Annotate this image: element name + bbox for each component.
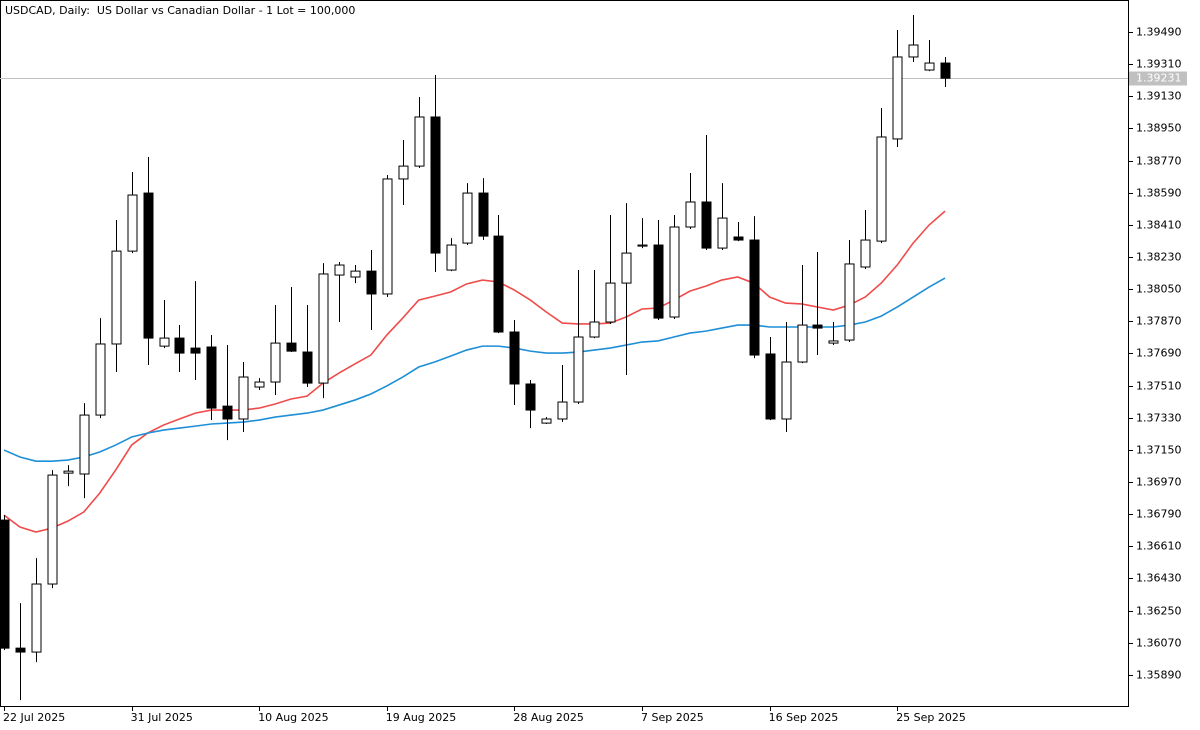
y-tick-label: 1.36070 xyxy=(1136,637,1182,650)
moving-average xyxy=(3,210,946,533)
candle-body xyxy=(509,331,520,385)
candle-body xyxy=(254,381,265,388)
candle-body xyxy=(828,340,839,344)
candle-body xyxy=(95,343,106,416)
y-tick-label: 1.35890 xyxy=(1136,669,1182,682)
candle-body xyxy=(462,192,473,244)
candle-body xyxy=(159,337,170,347)
candle-body xyxy=(844,263,855,341)
candle-body xyxy=(940,62,951,79)
candle-body xyxy=(63,470,74,474)
candle-body xyxy=(31,583,42,653)
candle-body xyxy=(621,252,632,284)
y-tick-label: 1.38410 xyxy=(1136,219,1182,232)
candle-body xyxy=(781,361,792,420)
x-tick-label: 19 Aug 2025 xyxy=(386,711,456,724)
candle-body xyxy=(430,116,441,254)
candle-body xyxy=(446,244,457,271)
candle-body xyxy=(525,383,536,411)
x-tick-label: 31 Jul 2025 xyxy=(131,711,193,724)
candle-body xyxy=(797,324,808,363)
candle-body xyxy=(398,165,409,180)
candle-body xyxy=(749,239,760,356)
candle-body xyxy=(15,647,26,653)
y-tick-label: 1.39130 xyxy=(1136,90,1182,103)
candle-body xyxy=(541,418,552,424)
y-tick-label: 1.38230 xyxy=(1136,251,1182,264)
candle-body xyxy=(318,273,329,384)
candle-body xyxy=(589,321,600,338)
y-tick-label: 1.37870 xyxy=(1136,315,1182,328)
current-price-box xyxy=(1129,71,1187,86)
y-tick-label: 1.36430 xyxy=(1136,572,1182,585)
x-tick-label: 28 Aug 2025 xyxy=(513,711,583,724)
x-tick-label: 10 Aug 2025 xyxy=(258,711,328,724)
candle-body xyxy=(270,342,281,383)
candle-body xyxy=(573,336,584,403)
candle-body xyxy=(876,136,887,242)
candle-body xyxy=(206,346,217,409)
candle-body xyxy=(190,347,201,354)
candle-body xyxy=(222,405,233,420)
x-tick-label: 7 Sep 2025 xyxy=(641,711,704,724)
candle-body xyxy=(238,376,249,420)
y-tick-label: 1.38590 xyxy=(1136,187,1182,200)
candle-body xyxy=(765,353,776,420)
candle-body xyxy=(334,264,345,276)
candle-body xyxy=(892,56,903,140)
x-tick-label: 16 Sep 2025 xyxy=(769,711,839,724)
y-tick-label: 1.36970 xyxy=(1136,476,1182,489)
y-tick-label: 1.39490 xyxy=(1136,26,1182,39)
candle-body xyxy=(557,401,568,420)
candle-body xyxy=(669,226,680,318)
y-tick-label: 1.39310 xyxy=(1136,58,1182,71)
candle-body xyxy=(908,44,919,58)
candle-body xyxy=(924,62,935,71)
current-price-label: 1.39231 xyxy=(1136,72,1182,85)
candle-body xyxy=(478,192,489,237)
candle-body xyxy=(174,337,185,354)
candle-body xyxy=(111,250,122,345)
x-tick-label: 22 Jul 2025 xyxy=(3,711,65,724)
candle-body xyxy=(366,270,377,295)
candle-body xyxy=(701,201,712,249)
candle-body xyxy=(79,414,90,475)
candle-body xyxy=(143,192,154,339)
candle-body xyxy=(350,270,361,278)
candle-body xyxy=(0,519,10,649)
y-tick-label: 1.36790 xyxy=(1136,508,1182,521)
candle-body xyxy=(860,239,871,268)
moving-average xyxy=(3,277,946,462)
x-tick-label: 25 Sep 2025 xyxy=(896,711,966,724)
y-tick-label: 1.38050 xyxy=(1136,283,1182,296)
y-tick-label: 1.37510 xyxy=(1136,380,1182,393)
candle-body xyxy=(605,282,616,323)
candle-body xyxy=(812,324,823,329)
candle-body xyxy=(685,201,696,228)
y-tick-label: 1.38770 xyxy=(1136,155,1182,168)
candle-body xyxy=(127,194,138,252)
y-tick-label: 1.37150 xyxy=(1136,444,1182,457)
candle-body xyxy=(493,235,504,333)
candle-body xyxy=(414,116,425,167)
candle-body xyxy=(302,351,313,384)
y-tick-label: 1.37690 xyxy=(1136,347,1182,360)
y-tick-label: 1.36250 xyxy=(1136,605,1182,618)
candle-body xyxy=(717,217,728,249)
candle-body xyxy=(653,244,664,319)
candle-body xyxy=(47,474,58,585)
candle-body xyxy=(733,236,744,241)
candle-body xyxy=(286,342,297,352)
y-tick-label: 1.36610 xyxy=(1136,540,1182,553)
y-tick-label: 1.38950 xyxy=(1136,122,1182,135)
candle-body xyxy=(637,244,648,247)
y-tick-label: 1.37330 xyxy=(1136,412,1182,425)
chart-title: USDCAD, Daily: US Dollar vs Canadian Dol… xyxy=(5,4,355,17)
candle-body xyxy=(382,178,393,295)
